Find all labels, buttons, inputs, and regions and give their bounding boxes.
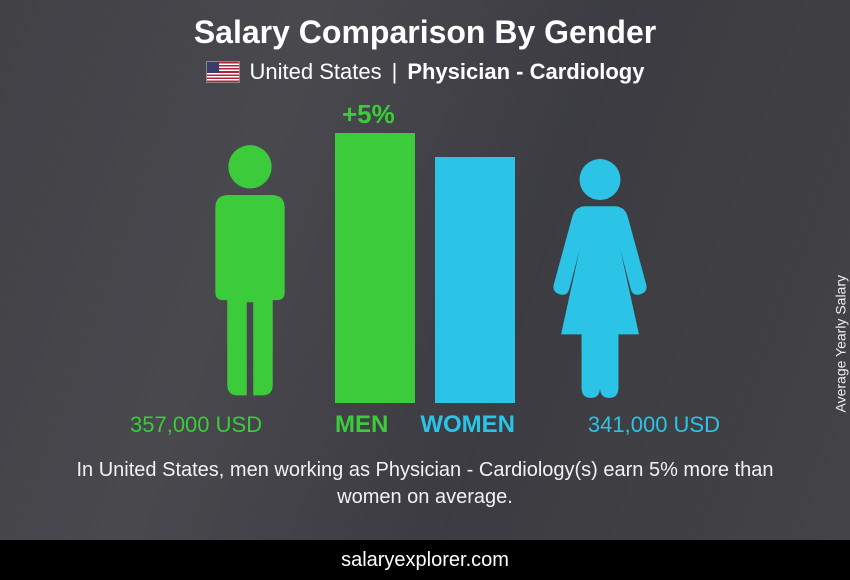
man-icon — [195, 143, 305, 403]
men-salary-value: 357,000 USD — [130, 412, 262, 438]
labels-row: 357,000 USD MEN WOMEN 341,000 USD — [0, 411, 850, 439]
chart-area: +5% 357,000 USD MEN WOMEN 341,000 USD Av… — [0, 105, 850, 445]
job-title-label: Physician - Cardiology — [407, 59, 644, 85]
footer-source: salaryexplorer.com — [0, 540, 850, 580]
description-text: In United States, men working as Physici… — [0, 457, 850, 511]
subtitle-row: United States | Physician - Cardiology — [0, 59, 850, 85]
us-flag-icon — [206, 61, 240, 83]
page-title: Salary Comparison By Gender — [0, 0, 850, 51]
percent-difference-label: +5% — [342, 99, 395, 130]
women-salary-value: 341,000 USD — [588, 412, 720, 438]
separator: | — [392, 59, 398, 85]
women-label: WOMEN — [420, 411, 515, 439]
bar-women — [435, 157, 515, 403]
bar-men — [335, 133, 415, 403]
country-label: United States — [250, 59, 382, 85]
men-label: MEN — [335, 411, 388, 439]
y-axis-label: Average Yearly Salary — [832, 275, 848, 413]
woman-icon — [545, 157, 655, 403]
